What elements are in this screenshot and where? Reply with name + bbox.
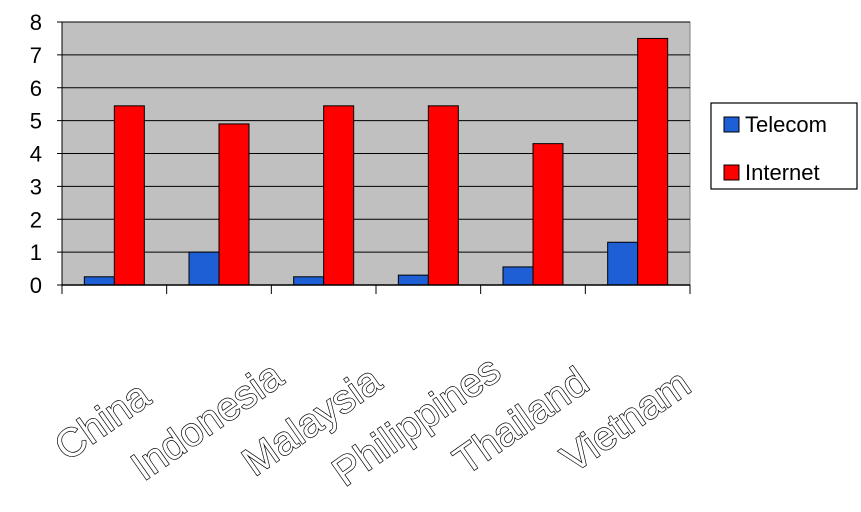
y-tick-label: 4	[30, 142, 42, 167]
y-tick-label: 6	[30, 76, 42, 101]
y-tick-label: 0	[30, 273, 42, 298]
legend: Telecom Internet	[710, 102, 858, 190]
y-tick-label: 8	[30, 10, 42, 35]
x-axis-ticks	[61, 285, 691, 294]
bar-internet-philippines	[427, 105, 459, 286]
bar-telecom-vietnam	[607, 241, 639, 286]
bar-telecom-indonesia	[188, 251, 220, 286]
bar-telecom-thailand	[502, 266, 534, 286]
gridlines	[62, 21, 690, 253]
legend-swatch-internet	[723, 164, 740, 181]
legend-label-internet: Internet	[745, 160, 820, 185]
y-tick-label: 5	[30, 109, 42, 134]
bar-telecom-malaysia	[293, 276, 325, 286]
legend-label-telecom: Telecom	[745, 112, 827, 137]
x-axis-category-labels: ChinaIndonesiaMalaysiaPhilippinesThailan…	[46, 347, 699, 495]
bar-internet-malaysia	[323, 105, 355, 286]
bars	[83, 37, 669, 286]
y-tick-label: 2	[30, 207, 42, 232]
y-tick-label: 1	[30, 240, 42, 265]
bar-internet-china	[113, 105, 145, 286]
legend-swatch-telecom	[723, 116, 740, 133]
bar-internet-thailand	[532, 143, 564, 286]
bar-internet-indonesia	[218, 123, 250, 286]
y-axis-ticks: 0 1 2 3 4 5 6 7 8	[30, 10, 62, 298]
bar-telecom-philippines	[397, 274, 429, 286]
y-tick-label: 3	[30, 174, 42, 199]
bar-telecom-china	[83, 276, 115, 286]
bar-internet-vietnam	[637, 37, 669, 286]
y-tick-label: 7	[30, 43, 42, 68]
